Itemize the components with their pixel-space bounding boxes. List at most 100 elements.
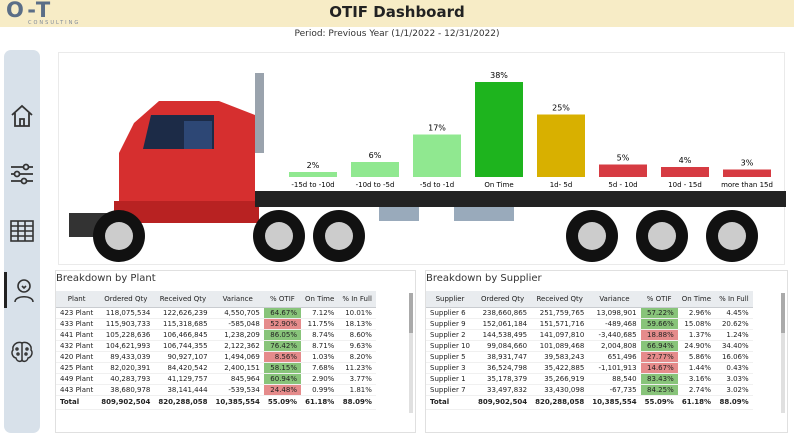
- bar-4: [537, 114, 585, 177]
- table-cell: 4.45%: [715, 307, 753, 319]
- table-row[interactable]: Supplier 7 33,497,832 33,430,098 -67,735 84.…: [426, 384, 753, 396]
- column-header[interactable]: % OTIF: [263, 291, 301, 308]
- table-cell: 420 Plant: [56, 351, 98, 363]
- person-bulb-icon[interactable]: [4, 272, 40, 308]
- column-header[interactable]: % In Full: [715, 291, 753, 308]
- table-cell: 651,496: [588, 351, 641, 363]
- table-row[interactable]: Supplier 6 238,660,865 251,759,765 13,098,9…: [426, 307, 753, 319]
- bar-category-label: 1d- 5d: [550, 181, 573, 189]
- table-row[interactable]: Supplier 2 144,538,495 141,097,810 -3,440,6…: [426, 329, 753, 341]
- table-row[interactable]: 441 Plant 105,228,636 106,466,845 1,238,209…: [56, 329, 376, 341]
- table-cell: 122,626,239: [154, 307, 212, 319]
- table-cell: 16.06%: [715, 351, 753, 363]
- table-cell: 443 Plant: [56, 384, 98, 396]
- table-cell: 38,680,978: [97, 384, 155, 396]
- bar-category-label: -15d to -10d: [291, 181, 334, 189]
- column-header[interactable]: Ordered Qty: [473, 291, 532, 308]
- table-cell: 82,020,391: [97, 362, 155, 374]
- table-cell: 8.60%: [338, 329, 376, 341]
- table-cell: 8.74%: [301, 329, 339, 341]
- table-cell: 11.75%: [301, 318, 339, 330]
- total-cell: 820,288,058: [154, 394, 212, 410]
- table-cell: 84,420,542: [154, 362, 212, 374]
- table-row[interactable]: Supplier 9 152,061,184 151,571,716 -489,468…: [426, 318, 753, 330]
- period-label: Period: Previous Year (1/1/2022 - 12/31/…: [294, 29, 500, 39]
- column-header[interactable]: % OTIF: [640, 291, 678, 308]
- column-header[interactable]: Received Qty: [154, 291, 212, 308]
- table-cell: 90,927,107: [154, 351, 212, 363]
- table-row[interactable]: 433 Plant 115,903,733 115,318,685 -585,048 5…: [56, 318, 376, 330]
- table-row[interactable]: Supplier 5 38,931,747 39,583,243 651,496 27.…: [426, 351, 753, 363]
- table-row[interactable]: 443 Plant 38,680,978 38,141,444 -539,534 24.…: [56, 384, 376, 396]
- table-cell: 433 Plant: [56, 318, 98, 330]
- column-header[interactable]: % In Full: [338, 291, 376, 308]
- bar-6: [661, 167, 709, 177]
- table-cell: 7.12%: [301, 307, 339, 319]
- table-cell: 38,141,444: [154, 384, 212, 396]
- table-icon[interactable]: [4, 213, 40, 249]
- exhaust-stack: [255, 73, 264, 153]
- total-cell: 88.09%: [338, 394, 376, 410]
- total-cell: 809,902,504: [473, 394, 532, 410]
- table-cell: 118,075,534: [97, 307, 155, 319]
- table-cell: 41,129,757: [154, 373, 212, 385]
- table-cell: Supplier 1: [426, 373, 474, 385]
- table-cell: Supplier 6: [426, 307, 474, 319]
- column-header[interactable]: Received Qty: [531, 291, 589, 308]
- table-row[interactable]: Supplier 1 35,178,379 35,266,919 88,540 83.4…: [426, 373, 753, 385]
- total-cell: 55.09%: [263, 394, 301, 410]
- table-cell: 35,266,919: [531, 373, 589, 385]
- table-cell: 10.01%: [338, 307, 376, 319]
- total-cell: 809,902,504: [97, 394, 155, 410]
- bar-3: [475, 82, 523, 177]
- home-icon[interactable]: [4, 98, 40, 134]
- page-title: OTIF Dashboard: [329, 3, 465, 21]
- bar-2: [413, 134, 461, 177]
- brain-icon[interactable]: [4, 334, 40, 370]
- column-header[interactable]: Variance: [588, 291, 641, 308]
- column-header[interactable]: Ordered Qty: [97, 291, 155, 308]
- column-header[interactable]: Supplier: [426, 291, 474, 308]
- table-cell: 425 Plant: [56, 362, 98, 374]
- table-row[interactable]: 423 Plant 118,075,534 122,626,239 4,550,705…: [56, 307, 376, 319]
- bar-value-label: 17%: [428, 124, 446, 133]
- table-cell: Supplier 5: [426, 351, 474, 363]
- plant-scrollbar[interactable]: [409, 293, 413, 413]
- table-cell: 58.15%: [263, 362, 301, 374]
- bar-value-label: 25%: [552, 104, 570, 113]
- table-cell: 1.24%: [715, 329, 753, 341]
- bar-category-label: 5d - 10d: [608, 181, 637, 189]
- supplier-scrollbar[interactable]: [781, 293, 785, 413]
- table-cell: -67,735: [588, 384, 641, 396]
- bar-value-label: 3%: [741, 159, 754, 168]
- table-row[interactable]: 420 Plant 89,433,039 90,927,107 1,494,069 8.…: [56, 351, 376, 363]
- total-cell: 10,385,554: [588, 394, 641, 410]
- table-cell: 66.94%: [640, 340, 678, 352]
- table-row[interactable]: 449 Plant 40,283,793 41,129,757 845,964 60.9…: [56, 373, 376, 385]
- table-cell: 88,540: [588, 373, 641, 385]
- table-cell: 2.74%: [677, 384, 716, 396]
- column-header[interactable]: Variance: [211, 291, 264, 308]
- table-cell: 1,238,209: [211, 329, 264, 341]
- total-cell: 820,288,058: [531, 394, 589, 410]
- table-cell: 14.67%: [640, 362, 678, 374]
- table-cell: 106,466,845: [154, 329, 212, 341]
- table-cell: 141,097,810: [531, 329, 589, 341]
- table-cell: 2.90%: [301, 373, 339, 385]
- truck-wheels: [93, 210, 758, 262]
- table-cell: 24.90%: [677, 340, 716, 352]
- table-cell: 106,744,355: [154, 340, 212, 352]
- table-cell: 99,084,660: [473, 340, 532, 352]
- bar-series: 2% -15d to -10d 6% -10d to -5d 17% -5d to -1d…: [289, 71, 773, 189]
- table-row[interactable]: 425 Plant 82,020,391 84,420,542 2,400,151 58…: [56, 362, 376, 374]
- table-row[interactable]: Supplier 10 99,084,660 101,089,468 2,004,80…: [426, 340, 753, 352]
- table-row[interactable]: 432 Plant 104,621,993 106,744,355 2,122,362…: [56, 340, 376, 352]
- bar-value-label: 4%: [679, 156, 692, 165]
- column-header[interactable]: Plant: [56, 291, 98, 308]
- table-row[interactable]: Supplier 3 36,524,798 35,422,885 -1,101,913…: [426, 362, 753, 374]
- column-header[interactable]: On Time: [677, 291, 716, 308]
- total-cell: 55.09%: [640, 394, 678, 410]
- bar-0: [289, 172, 337, 177]
- sliders-icon[interactable]: [4, 156, 40, 192]
- column-header[interactable]: On Time: [301, 291, 339, 308]
